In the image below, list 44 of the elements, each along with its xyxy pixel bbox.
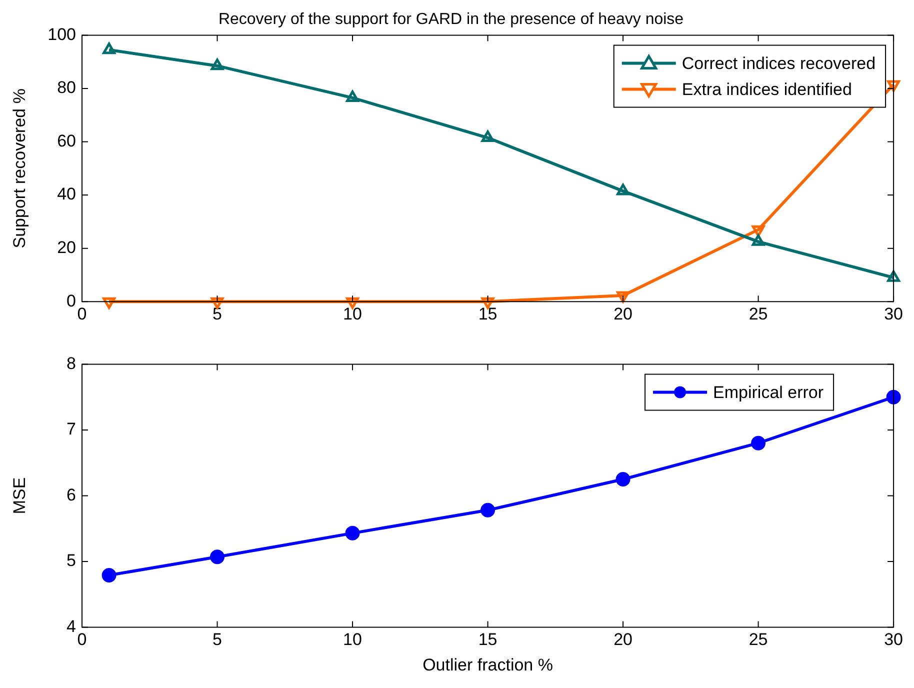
point <box>102 42 116 54</box>
y-axis-title: MSE <box>10 477 29 514</box>
x-tick-label: 25 <box>748 630 768 650</box>
y-tick-label: 0 <box>66 291 76 310</box>
y-tick-label: 8 <box>66 354 76 373</box>
point <box>102 297 116 309</box>
point <box>210 550 225 564</box>
chart-title: Recovery of the support for GARD in the presence of heavy noise <box>218 11 684 28</box>
x-tick-label: 10 <box>343 304 362 324</box>
point <box>346 90 359 102</box>
point <box>481 130 494 142</box>
point <box>480 502 496 518</box>
point <box>345 526 360 540</box>
x-tick-label: 15 <box>478 304 498 324</box>
x-tick-label: 20 <box>614 304 632 324</box>
x-tick-label: 10 <box>343 630 362 650</box>
y-tick-label: 100 <box>48 24 76 44</box>
x-tick-label: 5 <box>212 304 222 324</box>
point <box>210 297 224 309</box>
x-tick-label: 25 <box>748 304 768 324</box>
point <box>616 472 630 487</box>
y-tick-label: 80 <box>57 78 76 98</box>
y-tick-label: 7 <box>66 420 76 439</box>
y-tick-label: 4 <box>66 616 76 636</box>
x-tick-label: 30 <box>884 630 904 650</box>
x-tick-label: 20 <box>614 630 632 650</box>
y-tick-label: 5 <box>66 551 76 570</box>
point <box>616 291 630 303</box>
y-tick-label: 40 <box>57 184 76 204</box>
y-axis-title: Support recovered % <box>10 88 29 248</box>
legend-label: Empirical error <box>713 382 824 402</box>
legend-label: Correct indices recovered <box>682 54 876 73</box>
x-tick-label: 15 <box>478 630 498 650</box>
point <box>751 436 766 450</box>
legend-label: Extra indices identified <box>682 80 852 99</box>
point <box>210 58 224 70</box>
x-axis-title: Outlier fraction % <box>422 655 553 674</box>
y-tick-label: 6 <box>66 485 76 504</box>
point <box>886 390 901 404</box>
y-tick-label: 60 <box>57 131 76 150</box>
point <box>102 568 116 583</box>
x-tick-label: 30 <box>884 304 904 324</box>
y-tick-label: 20 <box>57 238 76 258</box>
x-tick-label: 5 <box>212 630 222 650</box>
